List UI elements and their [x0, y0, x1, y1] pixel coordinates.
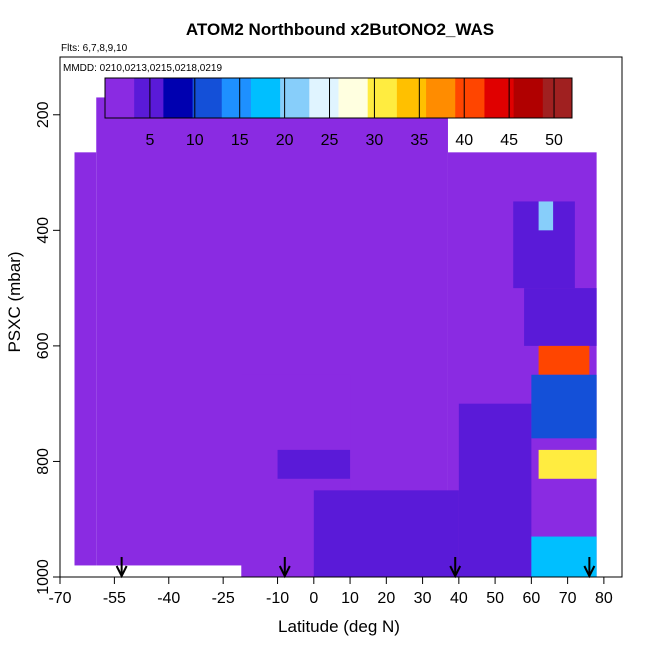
- y-axis: 200 400 600 800 1000: [35, 101, 60, 595]
- colorbar-swatch: [542, 78, 573, 118]
- x-tick-label: 80: [595, 590, 613, 607]
- arrow-head: [278, 565, 291, 579]
- colorbar-frame: [104, 77, 573, 119]
- y-tick-label: 400: [35, 217, 52, 244]
- heatmap-cell: [277, 449, 351, 479]
- colorbar-swatch: [221, 78, 252, 118]
- plot-frame: [59, 56, 623, 578]
- chart-title: ATOM2 Northbound x2ButONO2_WAS: [186, 20, 494, 39]
- x-tick-label: 20: [377, 590, 395, 607]
- y-axis-label: PSXC (mbar): [5, 251, 24, 352]
- colorbar-swatch: [338, 78, 369, 118]
- x-tick-label: 0: [309, 590, 318, 607]
- x-tick-label: 50: [486, 590, 504, 607]
- x-tick-label: 60: [522, 590, 540, 607]
- colorbar-tick-label: 15: [231, 132, 249, 149]
- colorbar: 5 10 15 20 25 30 35 40 45 50: [104, 77, 573, 149]
- colorbar-tick-label: 40: [455, 132, 473, 149]
- heatmap-cell: [538, 449, 597, 479]
- x-axis-label: Latitude (deg N): [278, 617, 400, 636]
- flights-label: Flts: 6,7,8,9,10: [61, 43, 128, 54]
- colorbar-tick-label: 30: [366, 132, 384, 149]
- heatmap-cell: [458, 403, 532, 577]
- x-tick-label: 10: [341, 590, 359, 607]
- colorbar-swatch: [309, 78, 339, 118]
- x-tick-label: -55: [103, 590, 126, 607]
- colorbar-swatch: [455, 78, 485, 118]
- heatmap-cell: [74, 152, 97, 566]
- dates-label: MMDD: 0210,0213,0215,0218,0219: [63, 63, 222, 74]
- colorbar-tick-label: 45: [500, 132, 518, 149]
- y-tick-label: 600: [35, 332, 52, 359]
- heatmap-cell: [524, 288, 597, 346]
- colorbar-tick-label: 35: [410, 132, 428, 149]
- colorbar-tick-label: 20: [276, 132, 294, 149]
- heatmap-cell: [531, 374, 597, 439]
- x-tick-label: -40: [157, 590, 180, 607]
- arrow-head: [449, 565, 462, 579]
- x-tick-label: -70: [48, 590, 71, 607]
- x-tick-label: 40: [450, 590, 468, 607]
- colorbar-tick-label: 10: [186, 132, 204, 149]
- heatmap-cell: [313, 490, 459, 577]
- arrow-markers: [115, 557, 596, 579]
- colorbar-tick-label: 25: [321, 132, 339, 149]
- x-tick-label: -10: [266, 590, 289, 607]
- colorbar-swatch: [163, 78, 194, 118]
- colorbar-swatch: [426, 78, 456, 118]
- y-tick-label: 200: [35, 101, 52, 128]
- x-tick-label: -25: [212, 590, 235, 607]
- colorbar-swatch: [192, 78, 223, 118]
- colorbar-tick-label: 50: [545, 132, 563, 149]
- heatmap-area: [74, 97, 597, 577]
- colorbar-swatch: [484, 78, 515, 118]
- heatmap-cell: [538, 345, 590, 375]
- x-tick-label: 30: [414, 590, 432, 607]
- x-axis: -70 -55 -40 -25 -10 0 10 20 30 40 50 60 70 80: [48, 577, 613, 607]
- colorbar-swatch: [105, 78, 135, 118]
- arrow-head: [583, 565, 596, 579]
- colorbar-swatch: [367, 78, 398, 118]
- colorbar-swatch: [513, 78, 544, 118]
- arrow-head: [115, 565, 128, 579]
- colorbar-swatch: [134, 78, 164, 118]
- colorbar-swatch: [396, 78, 427, 118]
- y-tick-label: 800: [35, 448, 52, 475]
- colorbar-swatch: [250, 78, 281, 118]
- colorbar-tick-label: 5: [145, 132, 154, 149]
- y-tick-label: 1000: [35, 559, 52, 595]
- x-tick-label: 70: [559, 590, 577, 607]
- heatmap-cell: [538, 201, 554, 231]
